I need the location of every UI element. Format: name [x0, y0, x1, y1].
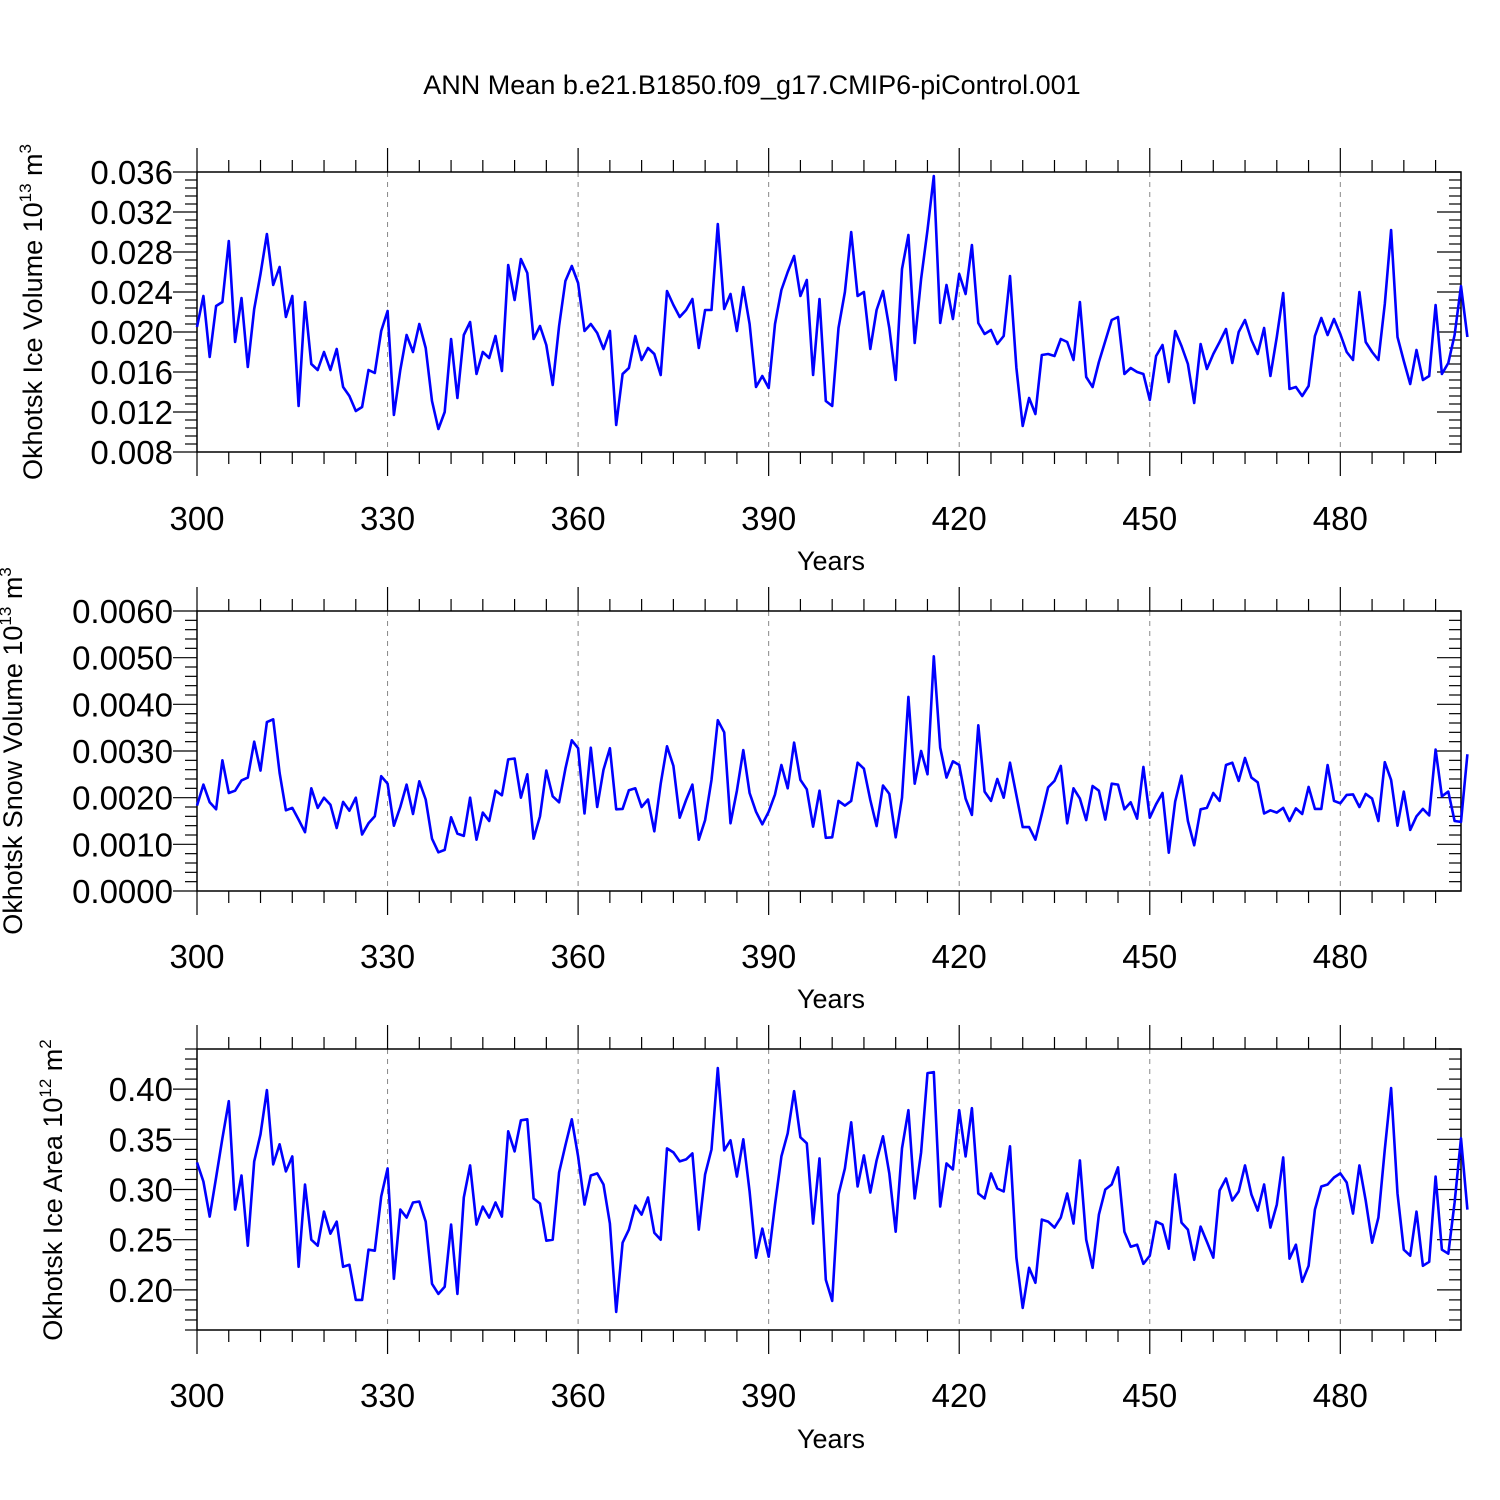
x-tick-label: 450: [1122, 938, 1177, 975]
x-axis-label: Years: [797, 1424, 865, 1454]
figure-title: ANN Mean b.e21.B1850.f09_g17.CMIP6-piCon…: [423, 70, 1080, 100]
y-tick-label: 0.016: [90, 354, 173, 391]
x-tick-label: 390: [741, 1377, 796, 1414]
y-axis-label-exp: 13: [0, 607, 15, 626]
y-axis-label-unit: m: [38, 1049, 68, 1079]
snow-volume-panel: 300 330 360 390 420 450 480 Years 0.0000 0.0010 0.…: [0, 567, 1469, 1014]
y-tick-label: 0.30: [109, 1172, 173, 1209]
y-axis-label-main: Okhotsk Snow Volume 10: [0, 626, 28, 935]
y-axis-label-exp: 13: [16, 183, 35, 202]
x-tick-label: 300: [169, 938, 224, 975]
x-tick-label: 300: [169, 500, 224, 537]
y-axis-label: Okhotsk Ice Area 1012 m2: [36, 1039, 68, 1341]
x-tick-label: 480: [1313, 938, 1368, 975]
y-tick-label: 0.0040: [72, 686, 173, 723]
y-tick-label: 0.032: [90, 194, 173, 231]
y-tick-label: 0.25: [109, 1222, 173, 1259]
y-axis-label-main: Okhotsk Ice Volume 10: [18, 202, 48, 480]
y-axis-label-unit: m: [0, 577, 28, 607]
y-tick-label: 0.036: [90, 154, 173, 191]
y-axis-label-unit-exp: 2: [36, 1039, 55, 1048]
y-tick-label: 0.0000: [72, 873, 173, 910]
ice-area-panel: 300 330 360 390 420 450 480 Years 0.20 0.25 0.30 0.…: [36, 1025, 1469, 1454]
x-tick-label: 480: [1313, 500, 1368, 537]
y-axis-label: Okhotsk Ice Volume 1013 m3: [16, 144, 48, 480]
x-tick-label: 480: [1313, 1377, 1368, 1414]
y-tick-label: 0.35: [109, 1121, 173, 1158]
y-tick-label: 0.0060: [72, 593, 173, 630]
y-axis-label-unit: m: [18, 153, 48, 183]
y-axis-label: Okhotsk Snow Volume 1013 m3: [0, 567, 28, 935]
y-tick-label: 0.0010: [72, 826, 173, 863]
y-tick-label: 0.024: [90, 274, 173, 311]
x-tick-label: 360: [551, 1377, 606, 1414]
y-axis-label-main: Okhotsk Ice Area 10: [38, 1098, 68, 1341]
y-axis-label-unit-exp: 3: [0, 567, 15, 576]
y-axis-label-exp: 12: [36, 1079, 55, 1098]
y-tick-label: 0.40: [109, 1071, 173, 1108]
y-tick-label: 0.020: [90, 314, 173, 351]
y-tick-label: 0.008: [90, 434, 173, 471]
y-tick-label: 0.20: [109, 1272, 173, 1309]
x-tick-label: 390: [741, 938, 796, 975]
series-line: [195, 174, 1469, 431]
x-axis-label: Years: [797, 984, 865, 1014]
x-tick-label: 420: [932, 938, 987, 975]
x-tick-label: 450: [1122, 1377, 1177, 1414]
y-tick-label: 0.0050: [72, 640, 173, 677]
x-tick-label: 420: [932, 500, 987, 537]
x-tick-label: 360: [551, 500, 606, 537]
y-tick-label: 0.028: [90, 234, 173, 271]
y-tick-label: 0.0030: [72, 733, 173, 770]
x-tick-label: 300: [169, 1377, 224, 1414]
series-line: [195, 654, 1469, 855]
plot-frame: [196, 171, 1462, 453]
ice-volume-panel: 300 330 360 390 420 450 480 Years 0.0080.0120.01…: [16, 144, 1469, 576]
y-tick-label: 0.012: [90, 394, 173, 431]
x-axis-label: Years: [797, 546, 865, 576]
series-line: [195, 1066, 1469, 1314]
x-tick-label: 450: [1122, 500, 1177, 537]
y-axis-label-unit-exp: 3: [16, 144, 35, 153]
y-tick-label: 0.0020: [72, 780, 173, 817]
plot-frame: [196, 610, 1462, 892]
x-tick-label: 360: [551, 938, 606, 975]
x-tick-label: 330: [360, 500, 415, 537]
x-tick-label: 390: [741, 500, 796, 537]
x-tick-label: 420: [932, 1377, 987, 1414]
x-tick-label: 330: [360, 938, 415, 975]
x-tick-label: 330: [360, 1377, 415, 1414]
